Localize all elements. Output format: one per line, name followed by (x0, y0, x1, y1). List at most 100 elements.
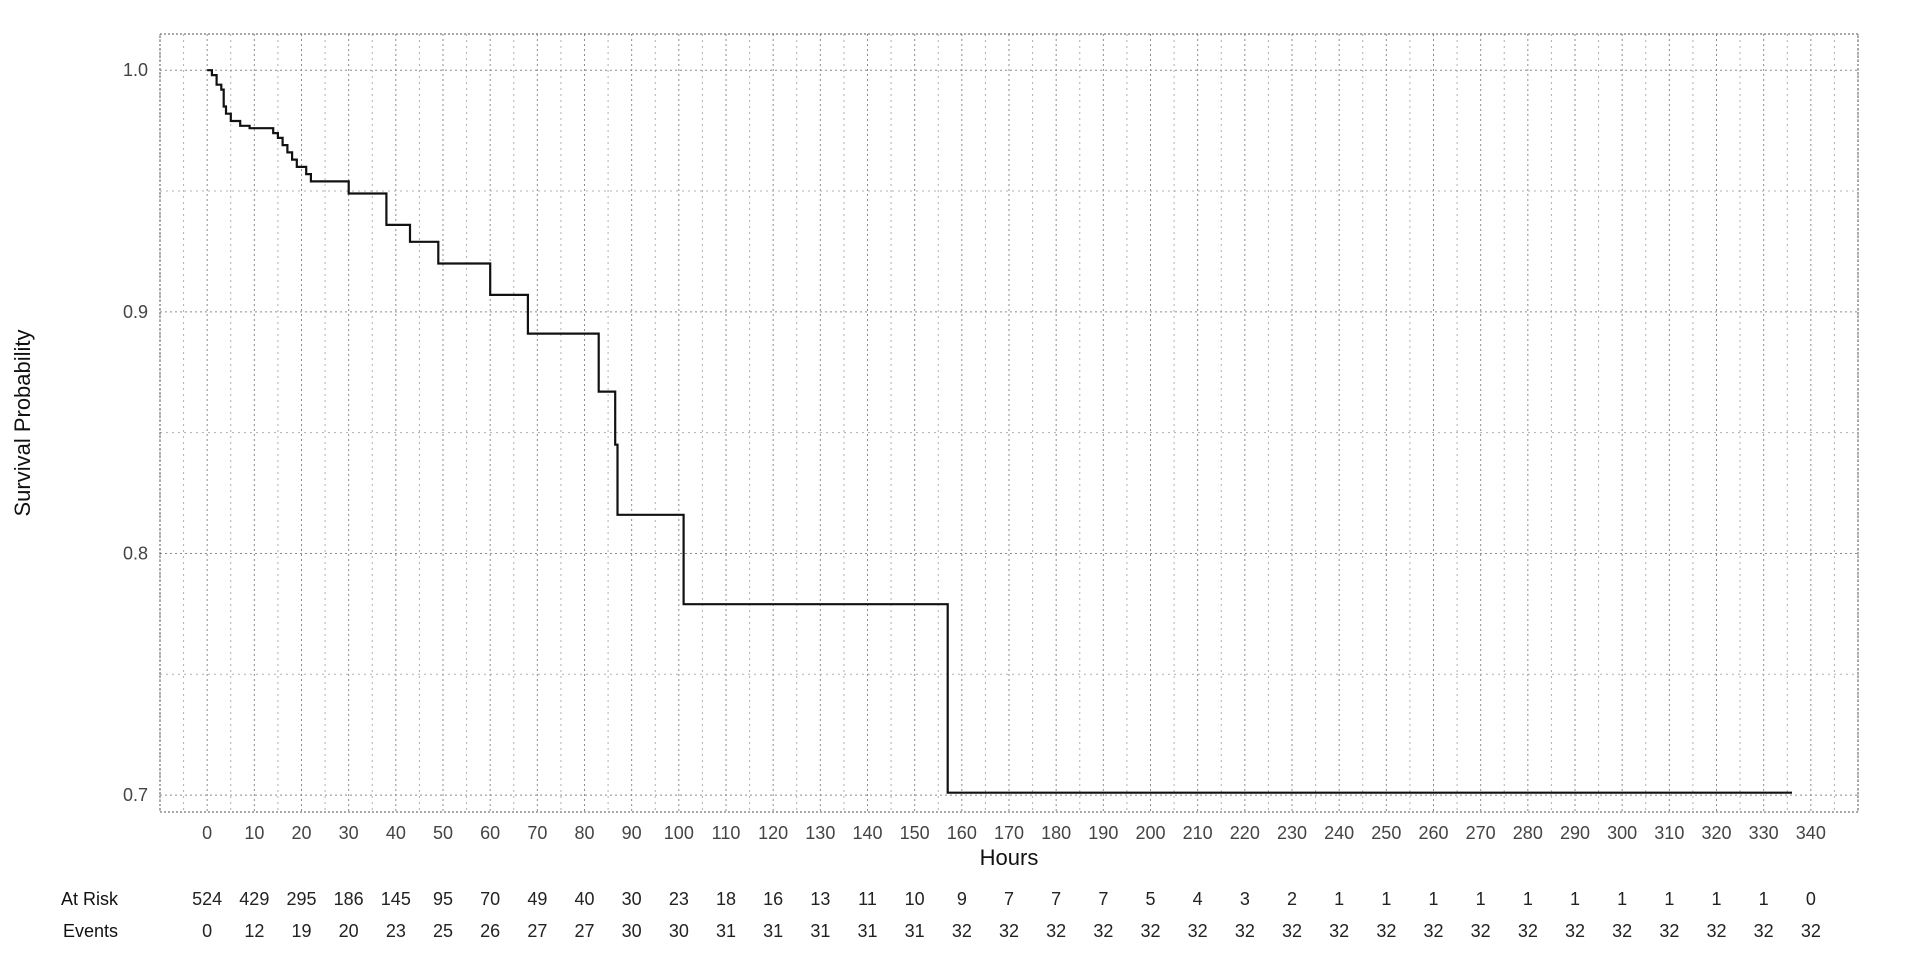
risk-table-cell: 26 (480, 921, 500, 941)
risk-table-cell: 12 (244, 921, 264, 941)
risk-table-cell: 145 (381, 889, 411, 909)
grid (159, 34, 1859, 812)
x-tick-label: 280 (1513, 823, 1543, 843)
x-tick-label: 200 (1135, 823, 1165, 843)
x-tick-label: 100 (664, 823, 694, 843)
risk-table-cell: 70 (480, 889, 500, 909)
plot-panel (159, 33, 1859, 813)
risk-table-cell: 32 (1423, 921, 1443, 941)
x-tick-label: 180 (1041, 823, 1071, 843)
risk-table-cell: 429 (239, 889, 269, 909)
x-tick-label: 300 (1607, 823, 1637, 843)
risk-table-row-label: Events (63, 921, 118, 941)
risk-table-cell: 1 (1476, 889, 1486, 909)
risk-table-cell: 30 (669, 921, 689, 941)
x-tick-label: 310 (1654, 823, 1684, 843)
x-tick-label: 90 (622, 823, 642, 843)
risk-table-cell: 32 (1235, 921, 1255, 941)
x-tick-label: 40 (386, 823, 406, 843)
risk-table-cell: 32 (999, 921, 1019, 941)
risk-table-cell: 23 (386, 921, 406, 941)
y-tick-label: 0.8 (123, 543, 148, 563)
x-tick-label: 110 (712, 823, 741, 843)
survival-curve-group (207, 69, 1792, 794)
risk-table-cell: 7 (1004, 889, 1014, 909)
risk-table-cell: 7 (1098, 889, 1108, 909)
x-tick-label: 70 (527, 823, 547, 843)
x-tick-label: 220 (1230, 823, 1260, 843)
risk-table-cell: 32 (1046, 921, 1066, 941)
risk-table-cell: 186 (334, 889, 364, 909)
x-tick-label: 190 (1088, 823, 1118, 843)
x-tick-label: 160 (947, 823, 977, 843)
x-tick-label: 320 (1701, 823, 1731, 843)
y-tick-labels: 0.7 0.8 0.9 1.0 (123, 60, 148, 805)
risk-table-cell: 32 (1706, 921, 1726, 941)
x-tick-label: 0 (202, 823, 212, 843)
x-tick-label: 80 (574, 823, 594, 843)
risk-table-cell: 31 (716, 921, 736, 941)
x-tick-label: 50 (433, 823, 453, 843)
x-tick-label: 10 (244, 823, 264, 843)
risk-table-cell: 32 (1329, 921, 1349, 941)
risk-table-cell: 49 (527, 889, 547, 909)
risk-table-cell: 32 (1659, 921, 1679, 941)
risk-table-cell: 13 (810, 889, 830, 909)
x-tick-label: 150 (900, 823, 930, 843)
risk-table-cell: 1 (1381, 889, 1391, 909)
risk-table-cell: 30 (622, 921, 642, 941)
x-tick-label: 60 (480, 823, 500, 843)
risk-table-cell: 2 (1287, 889, 1297, 909)
risk-table-cell: 95 (433, 889, 453, 909)
risk-table-cell: 32 (1376, 921, 1396, 941)
x-axis-title: Hours (980, 845, 1039, 870)
x-tick-label: 210 (1183, 823, 1213, 843)
x-tick-label: 140 (852, 823, 882, 843)
y-tick-label: 1.0 (123, 60, 148, 80)
x-tick-label: 230 (1277, 823, 1307, 843)
risk-table-cell: 18 (716, 889, 736, 909)
y-tick-label: 0.9 (123, 302, 148, 322)
risk-table-cell: 1 (1711, 889, 1721, 909)
risk-table-cell: 32 (952, 921, 972, 941)
risk-table-cell: 10 (905, 889, 925, 909)
risk-table-cell: 40 (574, 889, 594, 909)
risk-table-cell: 1 (1523, 889, 1533, 909)
x-tick-label: 130 (805, 823, 835, 843)
survival-curve (207, 69, 1792, 794)
risk-table-cell: 32 (1471, 921, 1491, 941)
risk-table-cell: 19 (291, 921, 311, 941)
risk-table-cell: 30 (622, 889, 642, 909)
x-tick-label: 170 (994, 823, 1024, 843)
risk-table-cell: 4 (1193, 889, 1203, 909)
risk-table-cell: 295 (286, 889, 316, 909)
x-tick-label: 270 (1466, 823, 1496, 843)
x-tick-label: 260 (1418, 823, 1448, 843)
risk-table-cell: 31 (810, 921, 830, 941)
risk-table-cell: 9 (957, 889, 967, 909)
risk-table-cell: 32 (1093, 921, 1113, 941)
risk-table-cell: 1 (1570, 889, 1580, 909)
risk-table-cell: 27 (574, 921, 594, 941)
risk-table: At Risk 524 429 295 186 145 95 70 49 40 30 23 18 16 13… (61, 889, 1821, 941)
risk-table-cell: 1 (1664, 889, 1674, 909)
risk-table-cell: 32 (1754, 921, 1774, 941)
risk-table-cell: 20 (339, 921, 359, 941)
x-tick-label: 330 (1749, 823, 1779, 843)
x-tick-label: 340 (1796, 823, 1826, 843)
risk-table-row-label: At Risk (61, 889, 119, 909)
y-tick-label: 0.7 (123, 785, 148, 805)
risk-table-cell: 7 (1051, 889, 1061, 909)
risk-table-cell: 23 (669, 889, 689, 909)
risk-table-cell: 0 (1806, 889, 1816, 909)
risk-table-cell: 32 (1140, 921, 1160, 941)
risk-table-cell: 31 (905, 921, 925, 941)
risk-table-cell: 1 (1428, 889, 1438, 909)
x-tick-labels: 0 10 20 30 40 50 60 70 80 90 100 110 120 130 140 150 160… (202, 823, 1826, 843)
risk-table-cell: 32 (1565, 921, 1585, 941)
risk-table-cell: 31 (857, 921, 877, 941)
risk-table-cell: 11 (858, 889, 877, 909)
risk-table-cell: 16 (763, 889, 783, 909)
risk-table-cell: 31 (763, 921, 783, 941)
